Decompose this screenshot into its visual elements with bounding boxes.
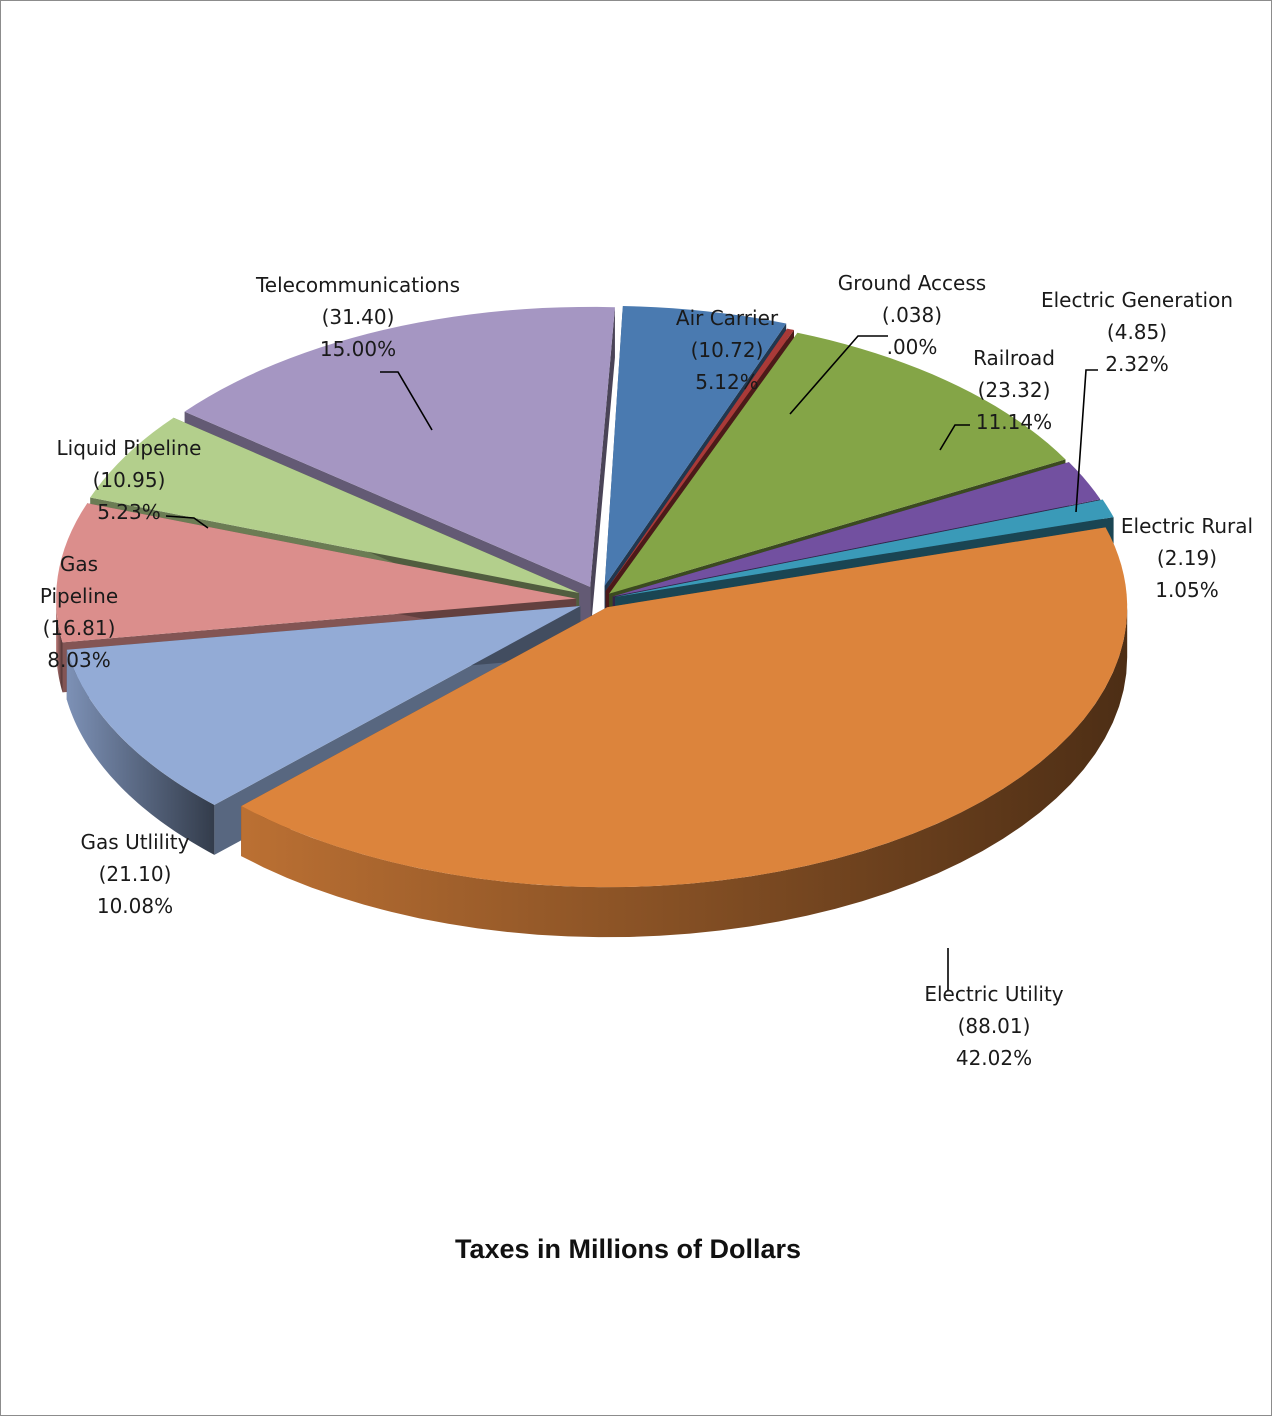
label-air-carrier-value: (10.72) bbox=[691, 338, 764, 362]
slice-top-electric-rural bbox=[615, 499, 1114, 597]
slice-top-liquid-pipeline bbox=[90, 417, 580, 593]
label-electric-utility-percent: 42.02% bbox=[956, 1046, 1032, 1070]
slices-layer bbox=[56, 306, 1128, 938]
label-electric-generation: Electric Generation (4.85) 2.32% bbox=[1041, 288, 1233, 376]
label-gas-pipeline: Gas Pipeline (16.81) 8.03% bbox=[40, 552, 118, 672]
slice-electric-utility bbox=[241, 527, 1128, 938]
slice-top-railroad bbox=[609, 332, 1066, 594]
slice-wall-telecommunications-1 bbox=[590, 307, 615, 637]
label-gas-utlility: Gas Utlility (21.10) 10.08% bbox=[81, 830, 190, 918]
label-gas-utlility-percent: 10.08% bbox=[97, 894, 173, 918]
slice-top-gas-pipeline bbox=[56, 503, 577, 643]
leader-lines bbox=[165, 335, 1098, 990]
label-gas-pipeline-name-2: Pipeline bbox=[40, 584, 118, 608]
label-liquid-pipeline-name: Liquid Pipeline bbox=[57, 436, 202, 460]
label-electric-rural: Electric Rural (2.19) 1.05% bbox=[1121, 514, 1253, 602]
slice-top-ground-access bbox=[605, 328, 794, 592]
label-air-carrier-percent: 5.12% bbox=[695, 370, 759, 394]
slice-top-gas-utlility bbox=[66, 606, 581, 805]
label-railroad-name: Railroad bbox=[973, 346, 1055, 370]
slice-top-air-carrier bbox=[604, 306, 787, 586]
label-air-carrier-name: Air Carrier bbox=[676, 306, 779, 330]
leader-ground-access bbox=[789, 335, 888, 415]
label-electric-generation-name: Electric Generation bbox=[1041, 288, 1233, 312]
label-electric-utility-value: (88.01) bbox=[958, 1014, 1031, 1038]
label-electric-rural-value: (2.19) bbox=[1157, 546, 1217, 570]
label-electric-utility-name: Electric Utility bbox=[924, 982, 1063, 1006]
label-railroad-value: (23.32) bbox=[978, 378, 1051, 402]
slice-rim-gas-pipeline bbox=[56, 598, 63, 693]
label-electric-generation-percent: 2.32% bbox=[1105, 352, 1169, 376]
label-gas-utlility-value: (21.10) bbox=[99, 862, 172, 886]
label-air-carrier: Air Carrier (10.72) 5.12% bbox=[676, 306, 779, 394]
label-liquid-pipeline: Liquid Pipeline (10.95) 5.23% bbox=[57, 436, 202, 524]
label-telecommunications-name: Telecommunications bbox=[255, 273, 460, 297]
label-railroad: Railroad (23.32) 11.14% bbox=[973, 346, 1055, 434]
label-gas-pipeline-percent: 8.03% bbox=[47, 648, 111, 672]
label-telecommunications: Telecommunications (31.40) 15.00% bbox=[255, 273, 460, 361]
label-gas-utlility-name: Gas Utlility bbox=[81, 830, 190, 854]
leader-telecommunications bbox=[380, 371, 433, 431]
slice-rim-electric-utility bbox=[241, 607, 1128, 938]
label-electric-utility: Electric Utility (88.01) 42.02% bbox=[924, 982, 1063, 1070]
chart-title: Taxes in Millions of Dollars bbox=[455, 1234, 801, 1264]
slice-top-electric-generation bbox=[612, 462, 1101, 597]
label-telecommunications-value: (31.40) bbox=[322, 305, 395, 329]
label-liquid-pipeline-percent: 5.23% bbox=[97, 500, 161, 524]
slice-top-electric-utility bbox=[241, 527, 1128, 888]
label-liquid-pipeline-value: (10.95) bbox=[93, 468, 166, 492]
label-electric-generation-value: (4.85) bbox=[1107, 320, 1167, 344]
label-ground-access-name: Ground Access bbox=[838, 271, 986, 295]
label-electric-rural-name: Electric Rural bbox=[1121, 514, 1253, 538]
label-telecommunications-percent: 15.00% bbox=[320, 337, 396, 361]
leader-railroad bbox=[939, 424, 970, 451]
leader-liquid-pipeline bbox=[165, 515, 209, 529]
label-ground-access-percent: .00% bbox=[887, 335, 938, 359]
slice-rim-gas-utlility bbox=[66, 649, 215, 855]
label-gas-pipeline-value: (16.81) bbox=[43, 616, 116, 640]
slice-labels: Air Carrier (10.72) 5.12% Ground Access (.03… bbox=[40, 271, 1253, 1070]
slice-top-telecommunications bbox=[184, 306, 615, 587]
leader-electric-generation bbox=[1075, 369, 1098, 513]
label-ground-access-value: (.038) bbox=[882, 303, 942, 327]
label-railroad-percent: 11.14% bbox=[976, 410, 1052, 434]
label-ground-access: Ground Access (.038) .00% bbox=[838, 271, 986, 359]
label-electric-rural-percent: 1.05% bbox=[1155, 578, 1219, 602]
label-gas-pipeline-name-1: Gas bbox=[60, 552, 98, 576]
